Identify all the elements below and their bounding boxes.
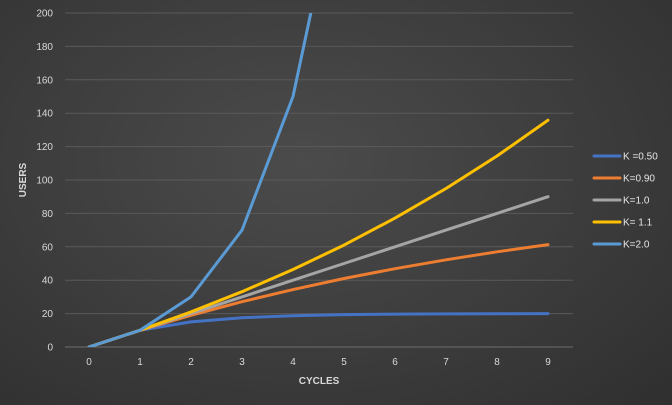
- series-line-3: [87, 118, 550, 347]
- legend-label-4: K=2.0: [623, 240, 650, 251]
- x-tick-label: 5: [341, 357, 347, 368]
- series-line-0: [87, 312, 550, 347]
- series-lines: [87, 13, 550, 347]
- x-tick-label: 1: [137, 357, 143, 368]
- gridlines: [65, 12, 573, 315]
- y-tick-label: 60: [42, 242, 54, 253]
- y-axis-title: USERS: [18, 162, 29, 197]
- y-tick-label: 80: [42, 209, 54, 220]
- legend-label-1: K=0.90: [623, 174, 655, 185]
- y-tick-label: 20: [42, 309, 54, 320]
- legend: K =0.50 K=0.90 K=1.0 K= 1.1 K=2.0: [592, 152, 658, 251]
- x-tick-label: 8: [494, 357, 500, 368]
- x-axis-title: CYCLES: [299, 376, 340, 387]
- y-tick-label: 120: [36, 142, 53, 153]
- x-tick-label: 6: [392, 357, 398, 368]
- y-tick-label: 0: [47, 343, 53, 354]
- y-tick-label: 200: [36, 9, 53, 20]
- legend-label-2: K=1.0: [623, 196, 650, 207]
- x-tick-label: 7: [443, 357, 449, 368]
- x-tick-label: 9: [545, 357, 551, 368]
- legend-label-0: K =0.50: [623, 152, 658, 163]
- y-tick-label: 100: [36, 176, 53, 187]
- x-tick-label: 3: [239, 357, 245, 368]
- y-tick-label: 160: [36, 75, 53, 86]
- y-tick-label: 180: [36, 42, 53, 53]
- legend-label-3: K= 1.1: [623, 218, 653, 229]
- x-tick-label: 4: [290, 357, 296, 368]
- tick-labels: 0 20 40 60 80 100 120 140 160 180 200 0 1 2 3 4 5 6 7 8 9: [36, 9, 551, 369]
- y-tick-label: 140: [36, 109, 53, 120]
- series-line-4: [87, 13, 313, 347]
- x-tick-label: 2: [188, 357, 194, 368]
- y-tick-label: 40: [42, 276, 54, 287]
- x-tick-label: 0: [86, 357, 92, 368]
- series-line-1: [87, 243, 550, 347]
